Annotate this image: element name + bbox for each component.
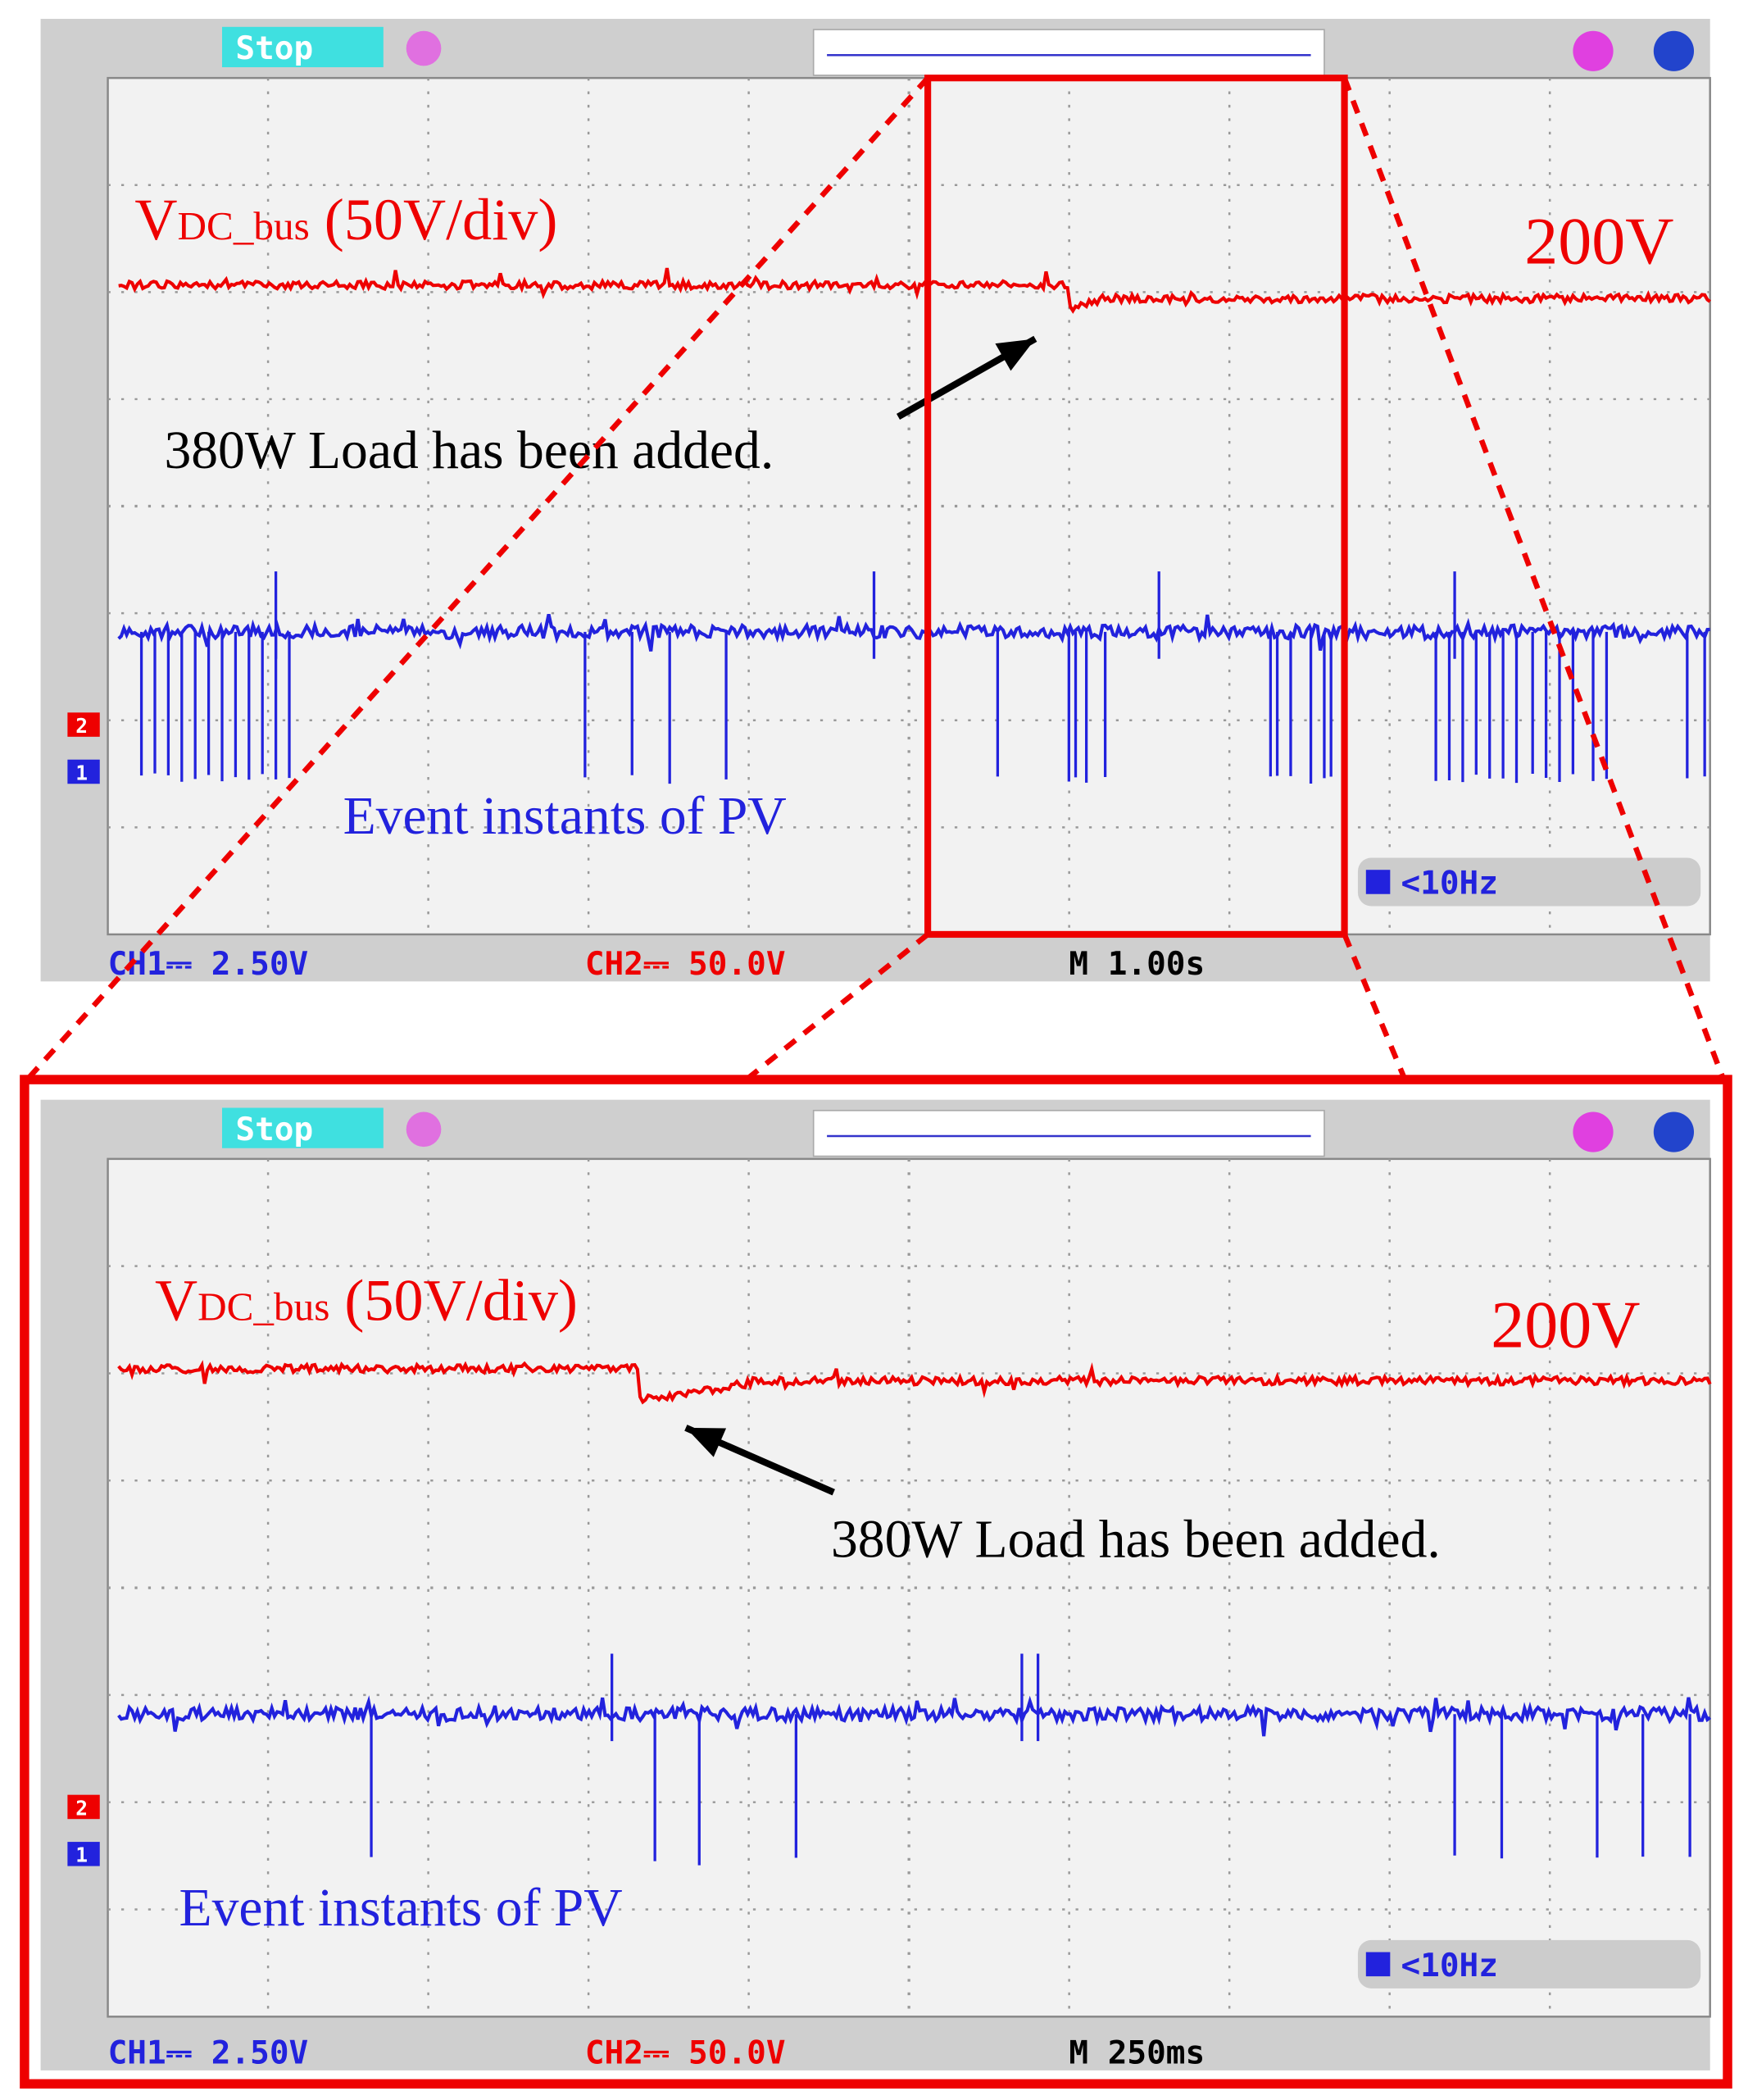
status-box <box>222 1107 384 1148</box>
signal-label-part: (50V/div) <box>329 1268 578 1334</box>
trigger-box <box>1357 857 1701 907</box>
probe-icon <box>406 30 442 66</box>
signal-label: VDC_bus (50V/div) <box>134 187 557 252</box>
ch1-marker <box>67 759 100 784</box>
vdc-trace <box>118 267 1711 314</box>
trigger-icon <box>1365 1952 1391 1977</box>
ch1-setting: CH1⎓ 2.50V <box>108 2034 309 2072</box>
icon <box>1573 1111 1614 1152</box>
icon <box>1573 30 1614 71</box>
signal-label-part: V <box>134 187 177 252</box>
ch1-marker-text: 1 <box>75 761 88 784</box>
timebase: M 1.00s <box>1069 945 1205 983</box>
ch1-setting: CH1⎓ 2.50V <box>108 945 309 983</box>
event-trace <box>117 613 1710 652</box>
ch2-marker <box>67 712 100 737</box>
status-box <box>222 26 384 68</box>
signal-label-part: V <box>155 1268 198 1334</box>
signal-label: VDC_bus (50V/div) <box>155 1268 578 1334</box>
arrow-head <box>685 1427 727 1457</box>
timebase: M 250ms <box>1069 2034 1205 2072</box>
trigger-text: <10Hz <box>1401 1947 1497 1984</box>
ch2-marker-text: 2 <box>75 1796 88 1820</box>
ch2-marker <box>67 1794 100 1820</box>
status-text: Stop <box>235 30 313 67</box>
level-label: 200V <box>1524 203 1673 278</box>
ch2-marker-text: 2 <box>75 714 88 738</box>
ch2-setting: CH2⎓ 50.0V <box>585 945 786 983</box>
annotation: 380W Load has been added. <box>831 1510 1441 1569</box>
scope-panel: Stop 2 1 VDC_bus (50V/div) 200V 380W Load has… <box>20 1075 1732 2089</box>
trigger-icon <box>1365 870 1391 894</box>
vdc-trace <box>117 1360 1712 1405</box>
ch1-marker <box>67 1842 100 1866</box>
scope-panel: Stop 2 1 VDC_bus (50V/div) 200V 380W Load has… <box>40 18 1711 983</box>
ch1-marker-text: 1 <box>75 1843 88 1867</box>
annotation: 380W Load has been added. <box>164 421 774 480</box>
status-text: Stop <box>235 1111 313 1148</box>
trigger-box <box>1357 1939 1701 1989</box>
event-label: Event instants of PV <box>179 1879 623 1938</box>
zoom-connectors <box>25 75 1727 1082</box>
ch2-setting: CH2⎓ 50.0V <box>585 2034 786 2072</box>
signal-label-part: DC_bus <box>177 203 309 248</box>
arrow-head <box>995 339 1036 371</box>
signal-label-part: DC_bus <box>198 1284 329 1330</box>
probe-icon <box>406 1111 442 1148</box>
event-trace <box>117 1695 1711 1737</box>
level-label: 200V <box>1491 1287 1640 1361</box>
memory-bar <box>812 29 1325 76</box>
trigger-text: <10Hz <box>1401 865 1497 902</box>
event-label: Event instants of PV <box>343 787 787 846</box>
signal-label-part: (50V/div) <box>310 187 558 252</box>
icon <box>1653 30 1695 71</box>
memory-bar <box>812 1109 1325 1157</box>
icon <box>1653 1111 1695 1152</box>
zoom-box <box>924 75 1348 939</box>
